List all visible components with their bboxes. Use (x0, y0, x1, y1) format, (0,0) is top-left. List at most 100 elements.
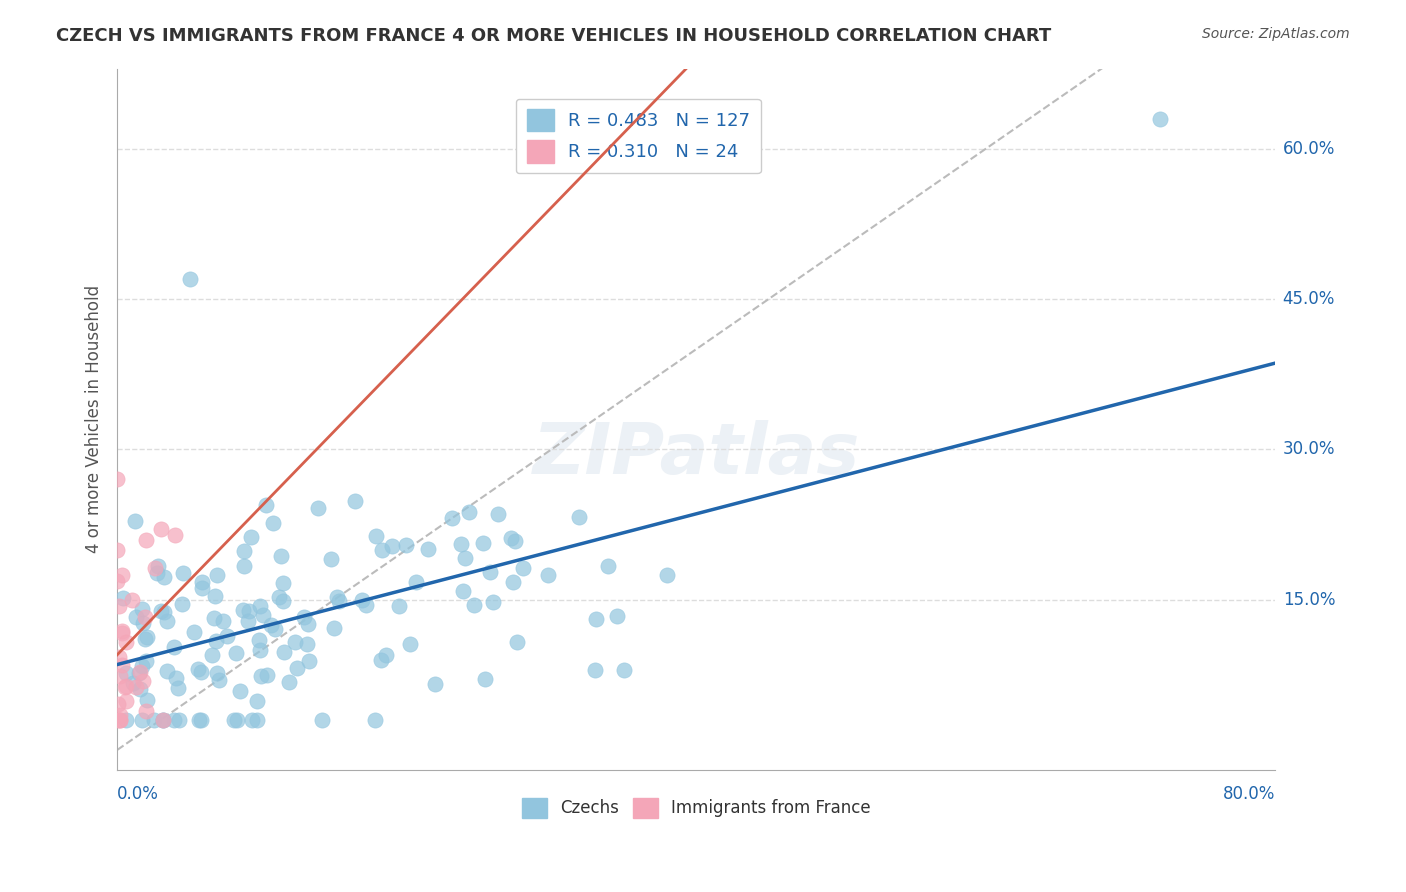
Point (156, 615, 179, 629)
Point (105, 472, 128, 486)
Point (328, 594, 350, 608)
Point (568, 510, 591, 524)
Point (479, 565, 502, 579)
Point (585, 612, 607, 626)
Point (416, 541, 439, 556)
Point (167, 681, 190, 696)
Point (344, 494, 367, 508)
Point (254, 498, 277, 512)
Point (111, 624, 134, 638)
Point (110, 669, 132, 683)
Point (325, 590, 347, 604)
Point (249, 642, 271, 657)
Point (163, 713, 186, 727)
Point (606, 609, 628, 624)
Point (239, 530, 262, 544)
Point (263, 623, 285, 637)
Point (1149, 112, 1171, 126)
Point (388, 599, 411, 613)
Point (143, 560, 166, 574)
Point (107, 713, 129, 727)
Point (179, 272, 201, 286)
Point (295, 637, 318, 651)
Point (142, 713, 165, 727)
Point (114, 679, 136, 693)
Point (375, 648, 398, 662)
Point (260, 618, 283, 632)
Point (463, 599, 485, 613)
Point (152, 713, 174, 727)
Point (153, 570, 176, 584)
Point (502, 575, 524, 590)
Point (129, 665, 152, 680)
Text: 60.0%: 60.0% (1282, 140, 1336, 158)
Point (228, 684, 250, 698)
Point (249, 599, 271, 613)
Text: CZECH VS IMMIGRANTS FROM FRANCE 4 OR MORE VEHICLES IN HOUSEHOLD CORRELATION CHAR: CZECH VS IMMIGRANTS FROM FRANCE 4 OR MOR… (56, 27, 1052, 45)
Point (183, 624, 205, 639)
Point (153, 605, 176, 619)
Point (131, 713, 153, 727)
Point (225, 646, 247, 660)
Point (105, 542, 128, 557)
Point (232, 603, 254, 617)
Point (115, 713, 138, 727)
Point (128, 665, 150, 680)
Point (201, 648, 224, 662)
Point (112, 591, 135, 605)
Point (152, 713, 174, 727)
Point (354, 598, 377, 612)
Point (238, 604, 260, 618)
Point (208, 673, 231, 687)
Point (453, 551, 475, 566)
Point (267, 590, 290, 604)
Point (111, 626, 134, 640)
Point (405, 575, 427, 590)
Point (149, 523, 172, 537)
Point (124, 610, 146, 624)
Point (108, 649, 131, 664)
Point (233, 559, 256, 574)
Point (501, 531, 523, 545)
Point (131, 602, 153, 616)
Point (319, 552, 342, 566)
Point (311, 713, 333, 727)
Point (250, 669, 273, 683)
Point (115, 635, 138, 649)
Point (167, 713, 190, 727)
Point (224, 713, 246, 727)
Point (131, 659, 153, 673)
Point (481, 595, 503, 609)
Point (233, 544, 256, 558)
Point (107, 574, 129, 588)
Point (190, 713, 212, 727)
Point (202, 611, 225, 625)
Point (271, 575, 294, 590)
Point (298, 655, 321, 669)
Point (503, 533, 526, 548)
Point (152, 713, 174, 727)
Point (146, 566, 169, 580)
Point (172, 566, 194, 580)
Point (284, 634, 307, 648)
Y-axis label: 4 or more Vehicles in Household: 4 or more Vehicles in Household (86, 285, 103, 553)
Point (474, 672, 496, 686)
Text: 45.0%: 45.0% (1282, 290, 1336, 308)
Point (506, 634, 529, 648)
Point (114, 681, 136, 695)
Point (458, 505, 481, 519)
Point (122, 676, 145, 690)
Point (271, 594, 294, 608)
Point (134, 610, 156, 624)
Point (115, 666, 138, 681)
Point (111, 658, 134, 673)
Text: 15.0%: 15.0% (1282, 591, 1336, 608)
Point (245, 713, 267, 727)
Point (217, 629, 239, 643)
Point (352, 593, 374, 607)
Point (207, 567, 229, 582)
Point (124, 514, 146, 528)
Point (583, 663, 606, 677)
Point (207, 666, 229, 681)
Point (395, 537, 418, 551)
